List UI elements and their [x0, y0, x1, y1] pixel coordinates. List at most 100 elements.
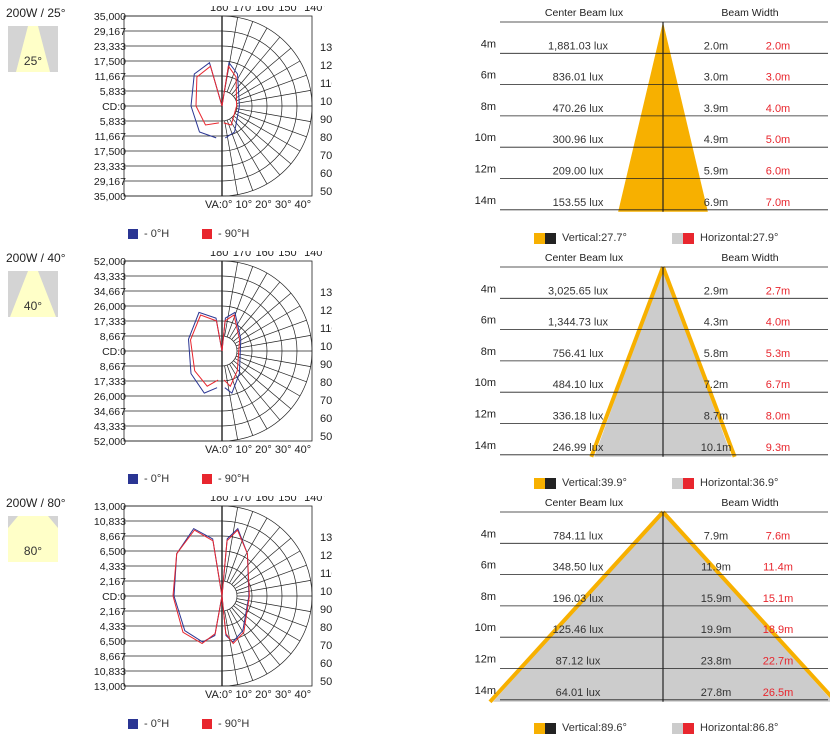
- legend-90h: - 90°H: [202, 473, 249, 485]
- section-title: 200W / 25°: [6, 6, 66, 20]
- cd-label: 10,833: [94, 516, 126, 528]
- width-vertical: 5.8m: [704, 348, 728, 360]
- width-vertical: 7.9m: [704, 530, 728, 542]
- polar-spoke: [236, 335, 311, 349]
- distance-label: 8m: [481, 591, 496, 603]
- lux-value: 1,881.03 lux: [548, 40, 608, 52]
- polar-ring: [221, 335, 238, 367]
- blue-swatch: [128, 719, 138, 729]
- polar-spoke: [234, 305, 301, 344]
- polar-spoke: [224, 262, 238, 337]
- cd-label: 4,333: [100, 561, 126, 573]
- cd-label: 11,667: [95, 131, 126, 143]
- angle-label: 100°: [320, 586, 332, 598]
- cd-label: 43,333: [94, 271, 126, 283]
- red-swatch: [202, 229, 212, 239]
- grey-swatch: [672, 722, 683, 734]
- lux-value: 484.10 lux: [553, 379, 604, 391]
- angle-label: 120°: [320, 60, 332, 72]
- width-vertical: 3.0m: [704, 72, 728, 84]
- distance-label: 8m: [481, 101, 496, 113]
- red-lobe: [221, 64, 238, 126]
- polar-grid: [123, 260, 313, 442]
- orange-swatch: [534, 477, 545, 489]
- distance-label: 4m: [481, 528, 496, 540]
- lux-value: 470.26 lux: [553, 103, 604, 115]
- lux-header: Center Beam lux: [545, 497, 624, 509]
- polar-spoke: [235, 355, 307, 383]
- dark-swatch: [545, 722, 556, 734]
- legend-90h: - 90°H: [202, 718, 249, 730]
- width-horizontal: 6.7m: [766, 379, 790, 391]
- lux-value: 3,025.65 lux: [548, 285, 608, 297]
- legend-0h: - 0°H: [128, 718, 169, 730]
- polar-diagram: 35,000 29,167 23,333 17,500 11,667 5,833 CD:0 5…: [62, 2, 343, 231]
- polar-spoke: [233, 537, 292, 587]
- angle-label: 50°: [320, 186, 332, 198]
- distance-label: 14m: [475, 440, 496, 452]
- angle-label: 110°: [320, 78, 332, 90]
- bottom-angle-labels: VA:0° 10° 20° 30° 40°: [205, 199, 311, 211]
- polar-spoke: [234, 358, 301, 397]
- angle-label: 110°: [320, 568, 332, 580]
- cd-label: 17,500: [94, 56, 126, 68]
- orange-swatch: [534, 232, 545, 244]
- polar-spoke: [229, 517, 268, 584]
- polar-grid: [123, 15, 313, 197]
- orange-swatch: [534, 722, 545, 734]
- grey-swatch: [672, 477, 683, 489]
- polar-spoke: [224, 507, 238, 582]
- cd-label: 5,833: [100, 86, 126, 98]
- width-vertical: 4.3m: [704, 317, 728, 329]
- section-title: 200W / 80°: [6, 496, 66, 510]
- angle-label: 90°: [320, 604, 332, 616]
- legend-90h: - 90°H: [202, 228, 249, 240]
- vertical-legend: Vertical:39.9°: [534, 477, 627, 489]
- cd-label: 5,833: [100, 116, 126, 128]
- section-25: 200W / 25° 25° 35,000 29,167 23,333 17,500 1…: [0, 2, 840, 251]
- lux-header: Center Beam lux: [545, 252, 624, 264]
- polar-spoke: [236, 353, 311, 367]
- beam-angle-icon: 25°: [8, 26, 58, 72]
- dark-swatch: [545, 232, 556, 244]
- distance-label: 6m: [481, 315, 496, 327]
- angle-label: 60°: [320, 168, 332, 180]
- width-horizontal: 5.0m: [766, 134, 790, 146]
- lux-value: 209.00 lux: [553, 166, 604, 178]
- horizontal-legend: Horizontal:36.9°: [672, 477, 778, 489]
- polar-spoke: [236, 108, 311, 122]
- polar-spoke: [226, 119, 254, 191]
- width-horizontal: 3.0m: [766, 72, 790, 84]
- lux-value: 836.01 lux: [553, 72, 604, 84]
- lux-value: 153.55 lux: [553, 197, 604, 209]
- width-vertical: 27.8m: [701, 687, 732, 699]
- distance-label: 6m: [481, 560, 496, 572]
- cd-label: 8,667: [100, 651, 126, 663]
- top-angle-labels: 180°170°160°150° 140°: [210, 251, 327, 259]
- cd-label: 4,333: [100, 621, 126, 633]
- cd-label: 34,667: [94, 406, 126, 418]
- legend-90h-label: - 90°H: [218, 718, 250, 730]
- cd-label: 26,000: [94, 301, 126, 313]
- angle-label: 80°: [320, 622, 332, 634]
- width-vertical: 11.9m: [701, 562, 731, 574]
- vertical-legend: Vertical:27.7°: [534, 232, 627, 244]
- distance-label: 12m: [475, 164, 496, 176]
- polar-spoke: [235, 110, 307, 138]
- polar-spoke: [235, 74, 307, 102]
- cd-label: CD:0: [102, 101, 126, 113]
- section-40: 200W / 40° 40° 52,000 43,333 34,667 26,000 1…: [0, 247, 840, 496]
- width-vertical: 8.7m: [704, 411, 728, 423]
- polar-diagram: 52,000 43,333 34,667 26,000 17,333 8,667 CD:0 8…: [62, 247, 343, 476]
- red-lobe: [195, 65, 223, 126]
- horizontal-label: Horizontal:86.8°: [700, 722, 779, 734]
- angle-label: 130°: [320, 532, 332, 544]
- width-horizontal: 7.0m: [766, 197, 790, 209]
- angle-label: 130°: [320, 42, 332, 54]
- cd-label: 6,500: [100, 636, 126, 648]
- polar-spoke: [226, 266, 254, 338]
- angle-label: 70°: [320, 640, 332, 652]
- angle-label: 80°: [320, 377, 332, 389]
- polar-spoke: [231, 607, 281, 666]
- angle-label: 100°: [320, 341, 332, 353]
